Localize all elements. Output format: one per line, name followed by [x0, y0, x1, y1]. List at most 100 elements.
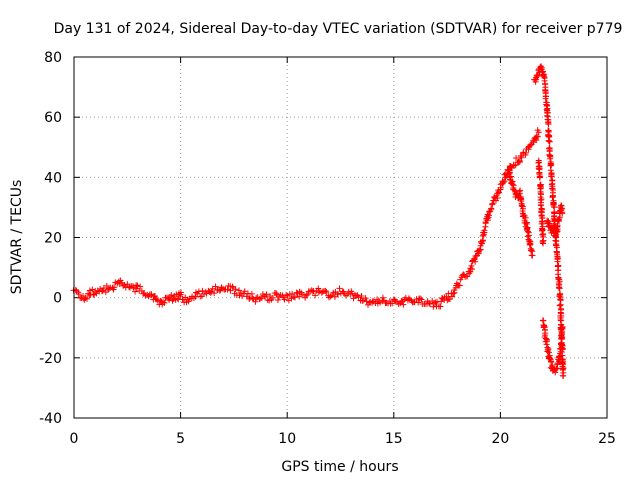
data-point-marker	[488, 206, 495, 213]
data-series	[70, 63, 567, 379]
data-point-marker	[550, 201, 557, 208]
data-point-marker	[507, 173, 514, 180]
data-point-marker	[543, 338, 550, 345]
y-tick-label: 0	[53, 291, 62, 307]
data-point-marker	[545, 349, 552, 356]
x-axis-label: GPS time / hours	[281, 459, 398, 475]
data-point-marker	[548, 161, 555, 168]
data-point-marker	[557, 345, 564, 352]
data-point-marker	[252, 298, 259, 305]
data-point-marker	[161, 299, 168, 306]
data-point-marker	[538, 64, 545, 71]
data-point-marker	[524, 233, 531, 240]
data-point-marker	[400, 301, 407, 308]
data-point-marker	[528, 247, 535, 254]
data-point-marker	[547, 160, 554, 167]
data-point-marker	[555, 274, 562, 281]
data-point-marker	[177, 289, 184, 296]
data-point-marker	[263, 291, 270, 298]
data-point-marker	[542, 330, 549, 337]
data-point-marker	[535, 129, 542, 136]
data-point-marker	[497, 184, 504, 191]
y-tick-label: 60	[44, 110, 62, 126]
data-point-marker	[212, 283, 219, 290]
grid-lines	[74, 57, 607, 418]
data-point-marker	[75, 291, 82, 298]
data-point-marker	[545, 119, 552, 126]
data-point-marker	[363, 298, 370, 305]
data-point-marker	[517, 187, 524, 194]
data-point-marker	[468, 262, 475, 269]
y-tick-label: 40	[44, 170, 62, 186]
data-point-marker	[241, 288, 248, 295]
data-point-marker	[555, 267, 562, 274]
data-point-marker	[495, 189, 502, 196]
data-point-marker	[273, 290, 280, 297]
data-point-marker	[148, 292, 155, 299]
data-point-marker	[516, 158, 523, 165]
data-point-marker	[323, 289, 330, 296]
data-point-marker	[437, 303, 444, 310]
data-point-marker	[219, 285, 226, 292]
data-point-marker	[329, 292, 336, 299]
data-point-marker	[512, 162, 519, 169]
data-point-marker	[335, 291, 342, 298]
data-point-marker	[557, 315, 564, 322]
data-point-marker	[479, 232, 486, 239]
data-point-marker	[358, 293, 365, 300]
data-point-marker	[417, 295, 424, 302]
data-point-marker	[192, 289, 199, 296]
y-tick-label: -20	[39, 351, 62, 367]
data-point-marker	[472, 258, 479, 265]
data-point-marker	[450, 290, 457, 297]
data-point-marker	[511, 187, 518, 194]
data-point-marker	[482, 223, 489, 230]
data-point-marker	[560, 372, 567, 379]
data-point-marker	[355, 294, 362, 301]
plot-frame	[73, 56, 608, 419]
data-point-marker	[525, 146, 532, 153]
data-point-marker	[302, 294, 309, 301]
data-point-marker	[529, 252, 536, 259]
x-tick-label: 15	[385, 431, 403, 447]
data-point-marker	[224, 286, 231, 293]
data-point-marker	[248, 290, 255, 297]
data-point-marker	[558, 328, 565, 335]
x-tick-label: 0	[70, 431, 79, 447]
data-point-marker	[518, 200, 525, 207]
tick-labels: 0 5 10 15 20 25 -40 -20 0 20 40 60 80	[39, 50, 616, 447]
y-axis-label: SDTVAR / TECUs	[9, 180, 25, 295]
data-point-marker	[481, 227, 488, 234]
data-point-marker	[558, 206, 565, 213]
data-point-marker	[534, 73, 541, 80]
data-point-marker	[524, 228, 531, 235]
data-point-marker	[185, 298, 192, 305]
data-point-marker	[534, 133, 541, 140]
data-point-marker	[451, 289, 458, 296]
data-point-marker	[157, 297, 164, 304]
data-point-marker	[98, 288, 105, 295]
data-point-marker	[253, 294, 260, 301]
data-point-marker	[106, 285, 113, 292]
data-point-marker	[536, 174, 543, 181]
data-point-marker	[539, 214, 546, 221]
data-point-marker	[501, 178, 508, 185]
chart-title: Day 131 of 2024, Sidereal Day-to-day VTE…	[54, 21, 623, 37]
data-point-marker	[545, 345, 552, 352]
data-point-marker	[556, 278, 563, 285]
data-point-marker	[152, 292, 159, 299]
data-point-marker	[522, 214, 529, 221]
data-point-marker	[153, 296, 160, 303]
data-point-marker	[130, 284, 137, 291]
data-point-marker	[166, 296, 173, 303]
data-point-marker	[168, 292, 175, 299]
data-point-marker	[195, 288, 202, 295]
data-point-marker	[469, 266, 476, 273]
data-point-marker	[559, 210, 566, 217]
data-point-marker	[121, 281, 128, 288]
data-point-marker	[559, 334, 566, 341]
data-point-marker	[539, 239, 546, 246]
data-point-marker	[549, 177, 556, 184]
x-tick-label: 5	[176, 431, 185, 447]
